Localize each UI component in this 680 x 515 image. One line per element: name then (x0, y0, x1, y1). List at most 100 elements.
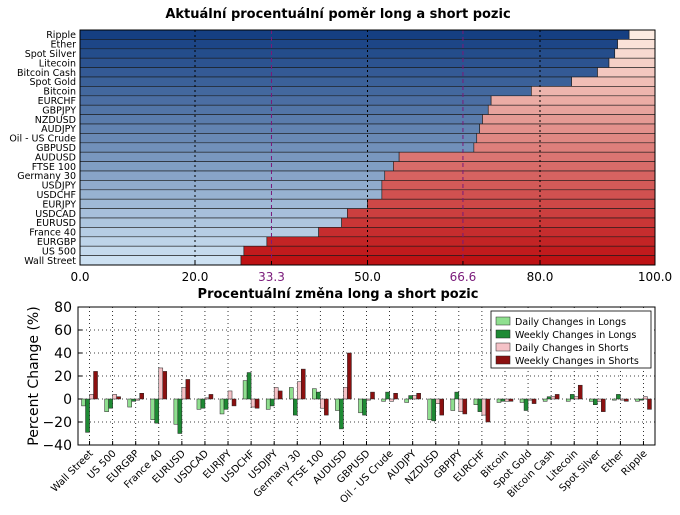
legend-box (490, 310, 652, 369)
category-label: USDCHF (36, 190, 76, 201)
daily-shorts-bar (343, 387, 348, 400)
daily-shorts-bar (573, 396, 579, 400)
category-label: Wall Street (24, 256, 76, 267)
category-label: Ether (51, 40, 77, 51)
daily-longs-bar (635, 398, 640, 402)
daily-longs-bar (404, 398, 409, 403)
weekly-shorts-bar (624, 398, 629, 402)
weekly-longs-bar (431, 398, 436, 422)
category-label: Ripple (46, 30, 76, 41)
category-label: US 500 (42, 246, 76, 257)
short-bar (266, 236, 656, 247)
short-bar (490, 95, 656, 106)
weekly-longs-bar (108, 398, 113, 409)
short-bar (479, 123, 656, 134)
y-tick-label: 80 (54, 300, 72, 316)
short-bar (243, 245, 656, 256)
daily-shorts-bar (620, 398, 625, 401)
legend-label: Daily Changes in Longs (515, 317, 626, 328)
x-tick-label: 80.0 (527, 270, 554, 284)
category-label: Spot Gold (30, 77, 76, 88)
category-label: Bitcoin (43, 87, 76, 98)
weekly-shorts-bar (647, 398, 652, 410)
legend-label: Weekly Changes in Shorts (515, 356, 639, 367)
weekly-shorts-bar (370, 391, 375, 400)
weekly-shorts-bar (208, 394, 214, 400)
long-bar (79, 189, 383, 200)
short-bar (381, 189, 656, 200)
weekly-longs-bar (408, 395, 413, 400)
weekly-longs-bar (616, 394, 621, 400)
weekly-shorts-bar (301, 368, 306, 400)
weekly-shorts-bar (347, 352, 352, 400)
daily-longs-bar (150, 398, 156, 420)
weekly-longs-bar (454, 391, 460, 400)
daily-shorts-bar (135, 398, 140, 401)
short-bar (617, 39, 656, 50)
daily-longs-bar (242, 380, 248, 400)
daily-longs-bar (565, 398, 571, 402)
weekly-longs-bar (131, 398, 136, 402)
short-bar (597, 67, 656, 78)
short-bar (476, 133, 656, 144)
y-tick-label: 20 (54, 369, 72, 385)
category-label: GBPJPY (42, 105, 76, 116)
daily-longs-bar (173, 398, 179, 425)
daily-longs-bar (519, 398, 525, 403)
weekly-shorts-bar (508, 398, 514, 402)
long-bar (79, 29, 630, 40)
legend-swatch (495, 355, 511, 365)
weekly-longs-bar (154, 398, 160, 424)
category-label: FTSE 100 (32, 162, 76, 173)
daily-shorts-bar (181, 387, 187, 400)
x-tick-label: 66.6 (450, 270, 477, 284)
daily-shorts-bar (158, 367, 164, 400)
weekly-shorts-bar (416, 393, 421, 400)
long-bar (79, 255, 242, 266)
weekly-shorts-bar (324, 398, 329, 416)
daily-shorts-bar (389, 398, 394, 402)
weekly-shorts-bar (531, 398, 537, 404)
weekly-shorts-bar (485, 398, 491, 423)
x-tick-label: 0.0 (70, 270, 89, 284)
daily-longs-bar (289, 387, 294, 400)
long-bar (79, 67, 598, 78)
daily-longs-bar (104, 398, 109, 412)
short-bar (318, 227, 656, 238)
long-bar (79, 95, 492, 106)
category-label: USDCAD (35, 209, 76, 220)
weekly-shorts-bar (462, 398, 468, 415)
chart-title-ratio: Aktuální procentuální poměr long a short… (165, 7, 510, 22)
long-bar (79, 208, 348, 219)
short-bar (487, 104, 656, 115)
short-bar (398, 151, 656, 162)
daily-longs-bar (589, 398, 594, 402)
category-label: EURUSD (36, 218, 76, 229)
changes-plot-frame (77, 306, 656, 446)
weekly-shorts-bar (277, 390, 283, 400)
daily-shorts-bar (89, 394, 94, 400)
daily-longs-bar (358, 398, 363, 414)
category-label: Bitcoin Cash (17, 68, 76, 79)
daily-shorts-bar (435, 398, 440, 404)
y-tick-label: −40 (42, 438, 72, 454)
weekly-longs-bar (339, 398, 344, 430)
category-label: USDJPY (42, 181, 77, 192)
category-label: EURGBP (37, 237, 76, 248)
weekly-longs-bar (385, 391, 390, 400)
category-label: Oil - US Crude (9, 134, 76, 145)
category-label: Spot Silver (25, 49, 76, 60)
legend-label: Daily Changes in Shorts (515, 343, 629, 354)
long-bar (79, 39, 618, 50)
long-bar (79, 151, 400, 162)
daily-shorts-bar (227, 390, 233, 400)
legend-swatch (495, 316, 511, 326)
long-bar (79, 227, 319, 238)
category-label: AUDJPY (41, 124, 76, 135)
short-bar (531, 86, 656, 97)
x-tick-label: Ripple (620, 448, 650, 478)
y-axis-label: Percent Change (%) (26, 306, 42, 445)
short-bar (628, 29, 656, 40)
category-label: Germany 30 (17, 171, 76, 182)
daily-longs-bar (427, 398, 432, 420)
